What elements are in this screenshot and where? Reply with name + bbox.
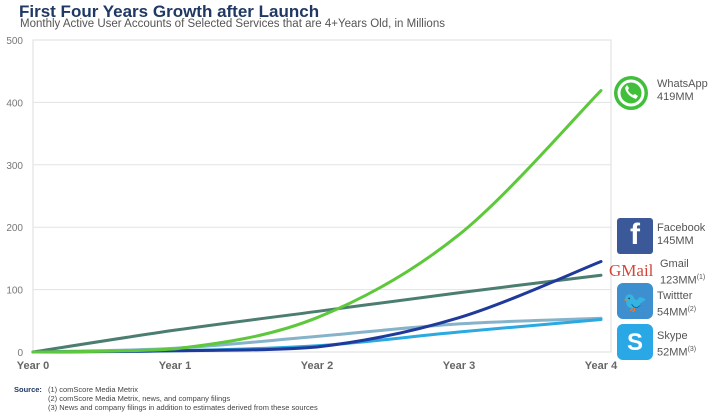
legend-note: (1) bbox=[696, 274, 706, 281]
legend-name: WhatsApp bbox=[657, 78, 708, 90]
source-label: Source: bbox=[14, 385, 42, 394]
series-line-whatsapp bbox=[31, 89, 603, 354]
legend-twitter: Twittter 54MM(2) bbox=[657, 290, 696, 320]
skype-icon-glyph: S bbox=[627, 329, 643, 356]
y-tick-label: 100 bbox=[6, 286, 23, 297]
facebook-icon-glyph: f bbox=[630, 218, 641, 251]
x-tick-label: Year 2 bbox=[301, 360, 333, 372]
twitter-icon-glyph: 🐦 bbox=[623, 292, 648, 314]
legend-value: 419MM bbox=[657, 91, 694, 103]
y-tick-label: 400 bbox=[6, 98, 23, 109]
legend-value: 145MM bbox=[657, 235, 694, 247]
x-tick-label: Year 4 bbox=[585, 360, 618, 372]
legend-value: 123MM bbox=[660, 274, 697, 287]
legend-note: (2) bbox=[687, 306, 697, 313]
x-tick-label: Year 3 bbox=[443, 360, 475, 372]
x-tick-label: Year 1 bbox=[159, 360, 191, 372]
whatsapp-icon-ring bbox=[617, 79, 645, 107]
legend-name: Facebook bbox=[657, 222, 706, 234]
whatsapp-phone-icon bbox=[625, 85, 638, 99]
source-line-3: (3) News and company filings in addition… bbox=[48, 403, 318, 412]
legend-whatsapp: WhatsApp 419MM bbox=[657, 78, 708, 104]
legend-name: Twittter bbox=[657, 290, 693, 302]
series-line-gmail bbox=[31, 273, 603, 354]
legend-name: Gmail bbox=[660, 258, 689, 270]
chart-title: First Four Years Growth after Launch bbox=[19, 2, 320, 21]
legend-value: 52MM bbox=[657, 346, 688, 359]
y-tick-label: 200 bbox=[6, 223, 23, 234]
source-line-2: (2) comScore Media Metrix, news, and com… bbox=[48, 394, 231, 403]
chart-subtitle: Monthly Active User Accounts of Selected… bbox=[20, 18, 445, 30]
plot-frame bbox=[32, 39, 612, 353]
legend-gmail: Gmail 123MM(1) bbox=[660, 258, 705, 288]
x-tick-label: Year 0 bbox=[17, 360, 49, 372]
y-tick-label: 0 bbox=[17, 348, 23, 359]
twitter-icon bbox=[617, 283, 653, 319]
gmail-icon: GMail bbox=[609, 261, 654, 280]
legend-name: Skype bbox=[657, 330, 688, 342]
legend-note: (3) bbox=[687, 346, 697, 353]
legend-facebook: Facebook 145MM bbox=[657, 222, 705, 248]
facebook-icon bbox=[617, 218, 653, 254]
legend-skype: Skype 52MM(3) bbox=[657, 330, 696, 360]
legend-value: 54MM bbox=[657, 306, 688, 319]
source-line-1: (1) comScore Media Metrix bbox=[48, 385, 139, 394]
y-tick-label: 500 bbox=[6, 36, 23, 47]
skype-icon bbox=[617, 324, 653, 360]
y-tick-label: 300 bbox=[6, 161, 23, 172]
